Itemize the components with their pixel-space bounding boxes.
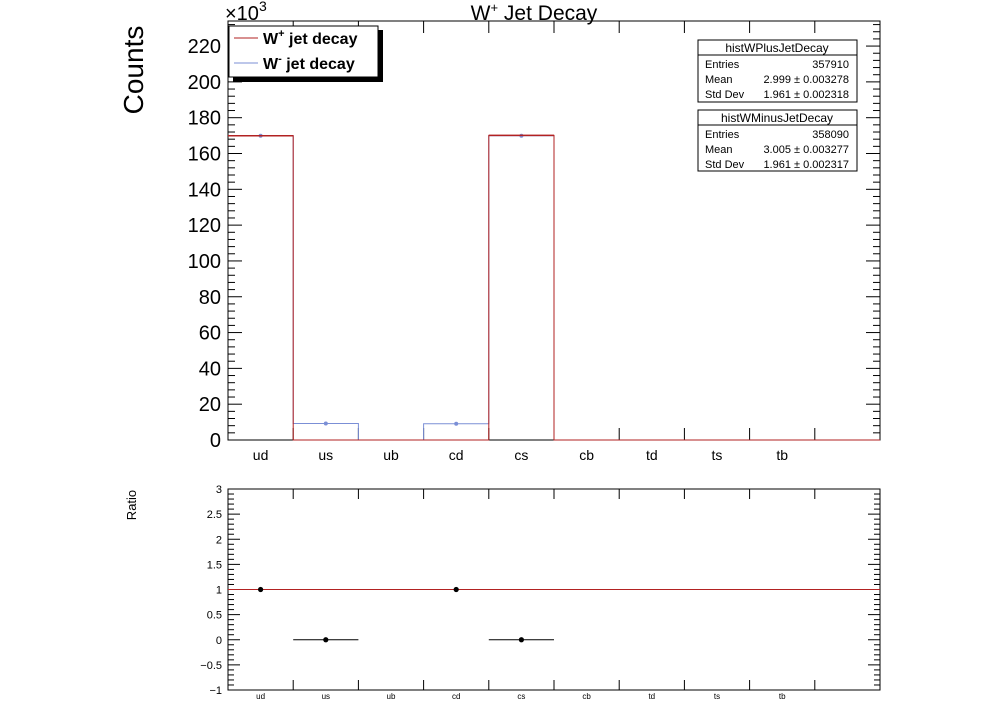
- y-tick-label: 160: [188, 144, 221, 166]
- ratio-y-tick-label: 3: [216, 484, 222, 496]
- stats-value: 1.961 ± 0.002318: [763, 89, 849, 101]
- stats-box-frame: [697, 39, 858, 103]
- ratio-y-tick-label: 2: [216, 534, 222, 546]
- ratio-x-tick-label: tb: [779, 692, 786, 701]
- ratio-x-tick-label: cd: [452, 692, 460, 701]
- y-tick-label: 180: [188, 108, 221, 130]
- ratio-point: [453, 586, 459, 593]
- main-histogram-panel: 0 20 40 60 80 100 120 140 160 180 200 220 ud us ub cd c…: [118, 0, 881, 463]
- main-x-axis: ud us ub cd cs cb td ts tb: [253, 21, 816, 463]
- ratio-y-axis-label: Ratio: [124, 490, 139, 520]
- y-tick-label: 140: [188, 179, 221, 201]
- stats-label: Entries: [705, 129, 740, 141]
- chart-title: W+ Jet Decay: [471, 0, 598, 25]
- x-tick-label: cd: [449, 447, 464, 463]
- x-tick-label: ud: [253, 447, 269, 463]
- ratio-point: [258, 586, 264, 593]
- ratio-y-tick-label: 1.5: [207, 559, 222, 571]
- stats-value: 357910: [812, 59, 849, 71]
- y-tick-label: 40: [199, 358, 221, 380]
- stats-value: 358090: [812, 129, 849, 141]
- stats-label: Entries: [705, 59, 740, 71]
- legend: W+ jet decay W- jet decay: [228, 25, 383, 82]
- histogram-bin-marker: [323, 421, 328, 426]
- ratio-x-tick-label: cs: [517, 692, 525, 701]
- stats-value: 3.005 ± 0.003277: [763, 144, 849, 156]
- stats-label: Mean: [705, 144, 733, 156]
- legend-label-wplus: W+ jet decay: [263, 28, 358, 48]
- y-tick-label: 20: [199, 394, 221, 416]
- y-tick-label: 80: [199, 287, 221, 309]
- ratio-x-tick-label: cb: [582, 692, 591, 701]
- ratio-panel: −1 −0.5 0 0.5 1 1.5 2 2.5 3 ud us ub cd cs cb td ts tb R…: [124, 484, 881, 701]
- ratio-y-tick-label: 2.5: [207, 509, 222, 521]
- ratio-y-tick-label: 0.5: [207, 610, 222, 622]
- stats-value: 2.999 ± 0.003278: [763, 74, 849, 86]
- legend-box: [228, 25, 379, 78]
- ratio-y-tick-label: 1: [216, 585, 222, 597]
- y-tick-label: 60: [199, 323, 221, 345]
- x-tick-label: us: [318, 447, 333, 463]
- ratio-x-tick-label: us: [322, 692, 330, 701]
- ratio-x-tick-label: ud: [256, 692, 265, 701]
- stats-box-frame: [697, 109, 858, 172]
- stats-label: Mean: [705, 74, 733, 86]
- histogram-bin-marker: [454, 421, 459, 426]
- ratio-point: [518, 637, 525, 643]
- y-tick-label: 0: [210, 430, 221, 452]
- ratio-point: [323, 637, 329, 643]
- ratio-y-tick-label: −0.5: [200, 660, 222, 672]
- y-axis-label: Counts: [118, 26, 149, 115]
- ratio-y-tick-label: 0: [216, 635, 222, 647]
- legend-label-wminus: W- jet decay: [263, 53, 355, 73]
- x-tick-label: cs: [514, 447, 528, 463]
- stats-box-title: histWMinusJetDecay: [721, 111, 833, 125]
- ratio-x-tick-label: ts: [714, 692, 720, 701]
- y-tick-label: 120: [188, 215, 221, 237]
- main-series-group: [228, 133, 880, 441]
- ratio-y-tick-label: −1: [209, 685, 222, 697]
- histogram-series-line: [228, 134, 880, 441]
- stats-box-wplus: histWPlusJetDecay Entries 357910 Mean 2.…: [697, 39, 858, 103]
- y-tick-label: 100: [188, 251, 221, 273]
- x-tick-label: tb: [776, 447, 788, 463]
- ratio-series-group: [228, 586, 880, 643]
- stats-value: 1.961 ± 0.002317: [763, 159, 849, 171]
- ratio-x-tick-label: ub: [387, 692, 396, 701]
- stats-label: Std Dev: [705, 159, 745, 171]
- stats-box-title: histWPlusJetDecay: [725, 41, 828, 55]
- y-tick-label: 220: [188, 36, 221, 58]
- x-tick-label: td: [646, 447, 658, 463]
- ratio-x-axis: ud us ub cd cs cb td ts tb: [256, 489, 816, 701]
- main-y-axis: 0 20 40 60 80 100 120 140 160 180 200 220: [188, 24, 880, 452]
- y-multiplier: ×103: [225, 0, 267, 25]
- x-tick-label: ub: [383, 447, 399, 463]
- stats-label: Std Dev: [705, 89, 745, 101]
- y-tick-label: 200: [188, 72, 221, 94]
- ratio-y-axis: −1 −0.5 0 0.5 1 1.5 2 2.5 3: [200, 484, 880, 697]
- stats-box-wminus: histWMinusJetDecay Entries 358090 Mean 3…: [697, 109, 858, 172]
- x-tick-label: cb: [579, 447, 594, 463]
- x-tick-label: ts: [712, 447, 723, 463]
- ratio-x-tick-label: td: [648, 692, 655, 701]
